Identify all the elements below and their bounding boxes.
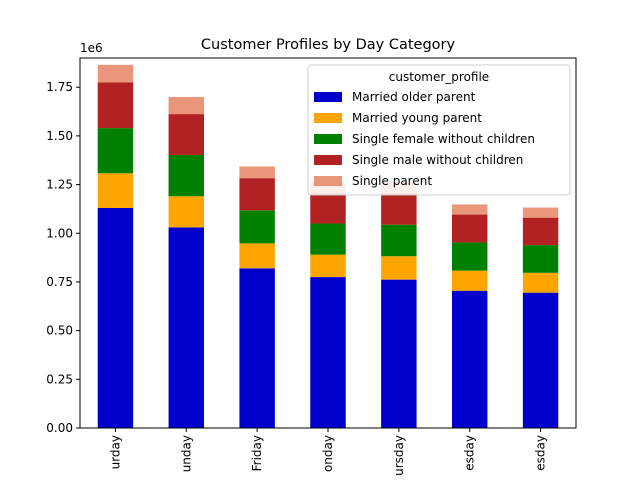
bar-segment <box>381 224 417 257</box>
bar-segment <box>452 204 488 215</box>
y-tick-label: 1.75 <box>46 80 73 94</box>
y-tick-label: 1.25 <box>46 178 73 192</box>
bar-segment <box>310 193 346 224</box>
bar-segment <box>168 196 204 228</box>
legend-items: Married older parent Married young parent… <box>314 90 535 188</box>
bar-segment <box>452 242 488 271</box>
bar-segment <box>168 227 204 428</box>
x-tick-label: ursday <box>392 435 406 476</box>
bar-segment <box>97 173 134 208</box>
bar-segment <box>381 193 417 225</box>
x-tick-label: esday <box>463 435 477 471</box>
bar-segment <box>97 207 134 428</box>
legend-swatch <box>314 134 342 144</box>
chart-title: Customer Profiles by Day Category <box>201 37 456 53</box>
bar-segment <box>522 272 559 293</box>
legend-frame <box>307 64 571 196</box>
bar-segment <box>452 290 488 428</box>
legend-swatch <box>314 155 342 165</box>
bar-segment <box>239 178 275 211</box>
legend: customer_profile Married older parentMar… <box>307 64 571 196</box>
y-tick-label: 1.00 <box>46 226 73 240</box>
legend-label: Single parent <box>352 174 432 188</box>
bar-segment <box>310 277 346 428</box>
bar-segment <box>97 82 134 129</box>
legend-label: Married young parent <box>352 111 482 125</box>
bar-segment <box>381 256 417 280</box>
bar-segment <box>239 268 275 428</box>
bar-segment <box>97 128 134 174</box>
bar-segment <box>168 154 204 197</box>
x-tick-label: unday <box>179 435 193 472</box>
bar-segment <box>239 210 275 244</box>
y-tick-label: 0.50 <box>46 324 73 338</box>
bar-segment <box>310 254 346 278</box>
y-tick-label: 0.00 <box>46 421 73 435</box>
legend-title: customer_profile <box>389 70 489 84</box>
bar-segment <box>522 217 559 246</box>
y-axis: 0.00 0.25 0.50 0.75 1.00 1.25 1.50 1.75 <box>46 80 80 435</box>
bar-segment <box>452 270 488 291</box>
bar-segment <box>452 214 488 243</box>
bar-segment <box>239 166 275 179</box>
bar-segment <box>168 114 204 155</box>
legend-swatch <box>314 92 342 102</box>
x-tick-label: onday <box>321 435 335 472</box>
bar-segment <box>239 243 275 269</box>
legend-label: Married older parent <box>352 90 476 104</box>
bar-segment <box>310 223 346 255</box>
bar-segment <box>168 96 204 115</box>
bar-segment <box>381 279 417 428</box>
y-tick-label: 0.25 <box>46 372 73 386</box>
x-tick-label: esday <box>534 435 548 471</box>
y-tick-label: 0.75 <box>46 275 73 289</box>
bar-segment <box>522 245 559 273</box>
x-tick-label: Friday <box>250 435 264 471</box>
x-tick-label: urday <box>108 435 122 469</box>
legend-label: Single female without children <box>352 132 535 146</box>
legend-swatch <box>314 113 342 123</box>
bar-segment <box>522 207 559 218</box>
bar-segment <box>522 292 559 428</box>
legend-swatch <box>314 176 342 186</box>
bar-segment <box>97 64 134 83</box>
y-offset-label: 1e6 <box>80 41 103 55</box>
legend-label: Single male without children <box>352 153 523 167</box>
x-axis: urday unday Friday onday ursday esday esday <box>108 428 548 476</box>
y-tick-label: 1.50 <box>46 129 73 143</box>
